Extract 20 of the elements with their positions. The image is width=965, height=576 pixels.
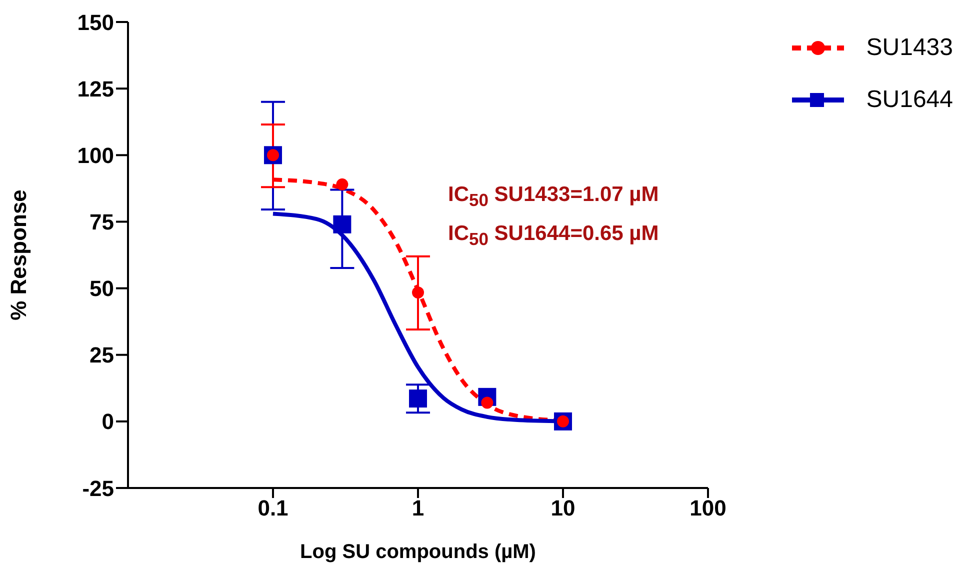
annotation: IC$_{50}$ SU1644=0.65 µM bbox=[448, 221, 659, 252]
y-axis-title: % Response bbox=[6, 190, 31, 320]
y-tick-label: 75 bbox=[90, 210, 114, 235]
x-tick-label: 100 bbox=[690, 496, 726, 521]
y-tick-label: 125 bbox=[77, 76, 114, 102]
point bbox=[412, 286, 424, 299]
x-tick-label: 1 bbox=[412, 496, 424, 521]
y-tick-label: 0 bbox=[102, 409, 114, 434]
annotation: IC$_{50}$ SU1433=1.07 µM bbox=[448, 182, 659, 212]
x-tick-label: 0.1 bbox=[258, 496, 288, 521]
y-tick-label: 25 bbox=[90, 342, 114, 368]
legend-label: SU1433 bbox=[866, 34, 953, 62]
y-tick-label: -25 bbox=[82, 476, 114, 501]
x-axis-title: Log SU compounds (µM) bbox=[300, 541, 536, 563]
x-tick-label: 10 bbox=[550, 496, 576, 521]
y-tick-label: 50 bbox=[90, 276, 114, 302]
y-tick-label: 150 bbox=[77, 10, 114, 35]
y-tick-label: 100 bbox=[77, 142, 114, 168]
legend-label: SU1644 bbox=[866, 86, 953, 114]
point bbox=[409, 390, 427, 408]
